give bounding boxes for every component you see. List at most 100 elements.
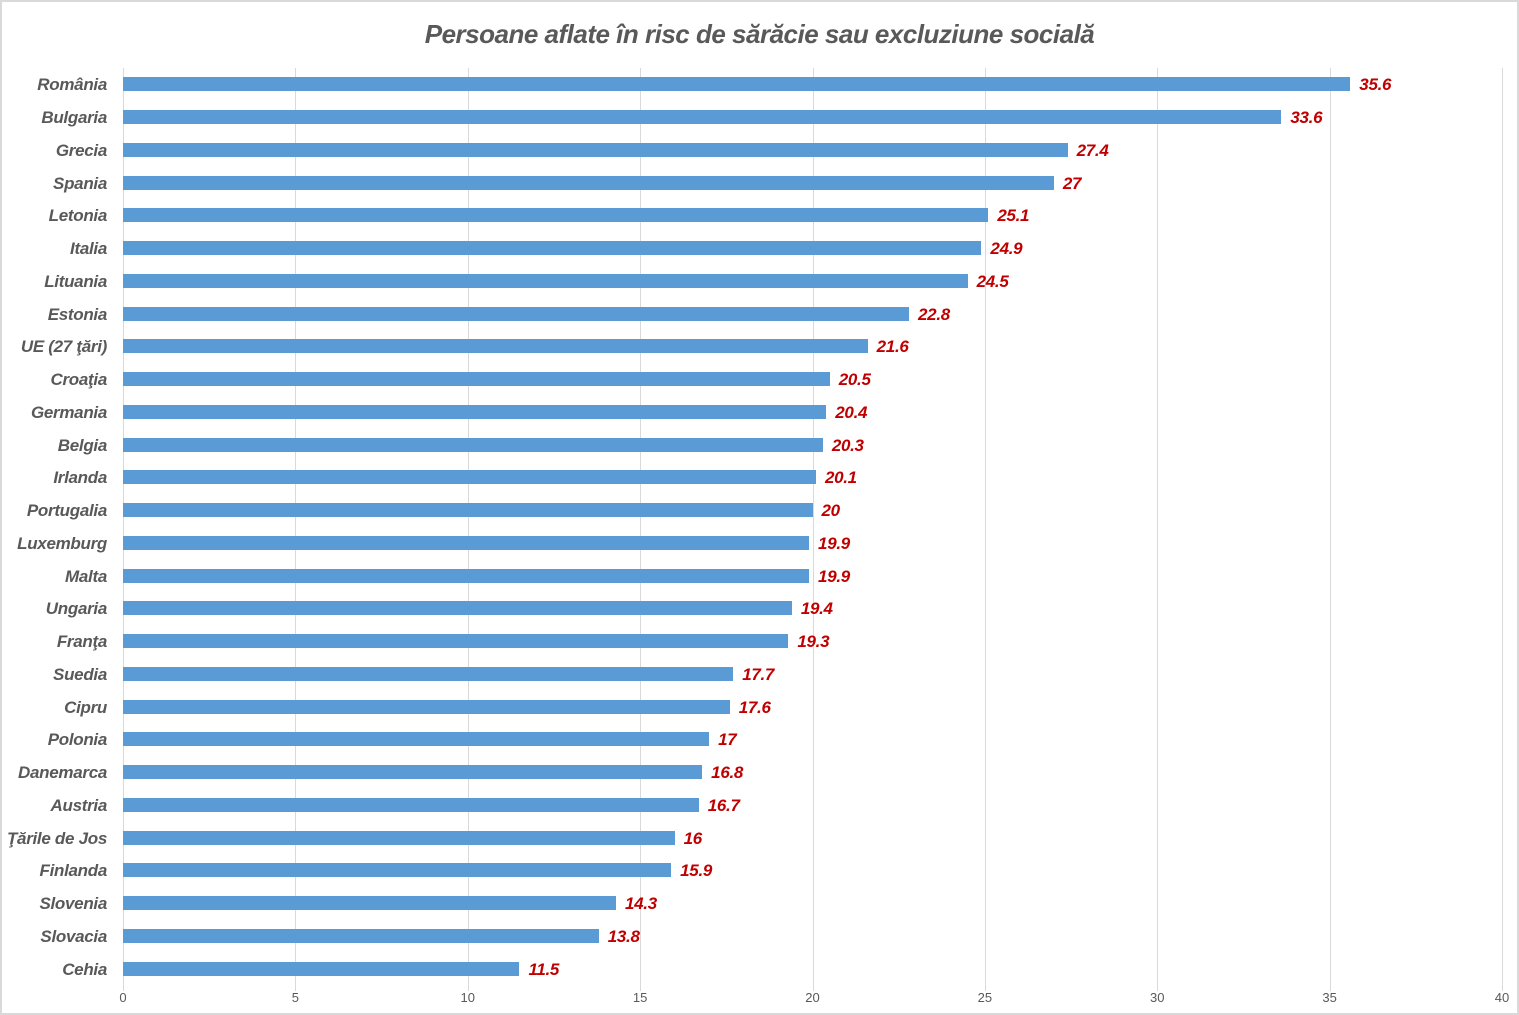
bar: [123, 568, 810, 583]
gridline: [123, 68, 124, 991]
bar-row: 14.3: [123, 887, 1502, 920]
bar-row: 13.8: [123, 920, 1502, 953]
plot-area: 35.6 33.6 27.4 27 25.1 24.9 24.5 22.8 21.6 20.5 20…: [123, 68, 1503, 991]
x-tick-label: 0: [119, 990, 127, 1005]
bar: [123, 142, 1068, 157]
x-tick-label: 15: [632, 990, 648, 1005]
value-label: 15.9: [680, 861, 713, 881]
gridline: [640, 68, 642, 991]
bar: [123, 699, 730, 714]
bar-row: 33.6: [123, 101, 1502, 134]
bar: [123, 404, 827, 419]
bar-row: 21.6: [123, 330, 1502, 363]
value-label: 14.3: [624, 894, 657, 914]
value-label: 16.8: [711, 763, 744, 783]
bar: [123, 77, 1351, 92]
bar-row: 16.8: [123, 756, 1502, 789]
value-label: 20: [821, 501, 841, 521]
bar-row: 15.9: [123, 854, 1502, 887]
x-tick-label: 20: [805, 990, 820, 1005]
bar: [123, 765, 703, 780]
gridline: [1329, 68, 1331, 991]
bar: [123, 306, 910, 321]
bar: [123, 273, 968, 288]
category-label: Spania: [53, 173, 107, 193]
value-label: 19.9: [818, 566, 850, 586]
bar: [123, 241, 982, 256]
value-label: 25.1: [997, 206, 1030, 226]
bar: [123, 437, 823, 452]
gridline: [984, 68, 986, 991]
category-label: Ţările de Jos: [6, 828, 107, 848]
category-label: Slovenia: [39, 894, 107, 914]
x-tick-label: 5: [291, 990, 299, 1005]
bar-row: 20.4: [123, 396, 1502, 429]
value-label: 16.7: [707, 795, 740, 815]
category-label: Portugalia: [26, 501, 107, 521]
category-label: Letonia: [48, 206, 108, 226]
category-label: Danemarca: [18, 763, 107, 783]
bar: [123, 830, 675, 845]
value-label: 19.3: [797, 632, 830, 652]
category-label: Croaţia: [50, 370, 108, 390]
bar-row: 20.3: [123, 428, 1502, 461]
category-label: Belgia: [57, 435, 108, 455]
bar: [123, 208, 989, 223]
bar-row: 24.5: [123, 265, 1502, 298]
category-label: Estonia: [47, 304, 108, 324]
bar-row: 20.1: [123, 461, 1502, 494]
category-label: Finlanda: [39, 861, 108, 881]
value-label: 17.6: [738, 697, 771, 717]
bar: [123, 666, 734, 681]
gridline: [295, 68, 297, 991]
bar-row: 27: [123, 166, 1502, 199]
bar: [123, 372, 830, 387]
chart-title: Persoane aflate în risc de sărăcie sau e…: [424, 19, 1095, 49]
category-label: Luxemburg: [17, 533, 107, 553]
value-label: 13.8: [607, 926, 640, 946]
bar-row: 25.1: [123, 199, 1502, 232]
x-tick-label: 40: [1494, 990, 1510, 1005]
category-label: Polonia: [47, 730, 108, 750]
bar-row: 20.5: [123, 363, 1502, 396]
x-axis: 0 5 10 15 20 25 30 35 40: [119, 990, 1509, 1011]
bar: [123, 110, 1282, 125]
value-label: 35.6: [1359, 75, 1392, 95]
value-label: 17: [718, 730, 737, 750]
value-label: 20.1: [824, 468, 857, 488]
bar: [123, 896, 616, 911]
bar: [123, 961, 520, 976]
category-label: Slovacia: [40, 926, 107, 946]
category-label: Austria: [50, 795, 108, 815]
bar-row: 19.9: [123, 527, 1502, 560]
bar: [123, 535, 810, 550]
value-label: 11.5: [528, 959, 560, 979]
value-label: 27: [1062, 173, 1082, 193]
bar-row: 19.9: [123, 559, 1502, 592]
bar-row: 22.8: [123, 297, 1502, 330]
category-label: Irlanda: [53, 468, 107, 488]
category-label: Lituania: [44, 271, 107, 291]
bar: [123, 863, 672, 878]
category-label: Franţa: [56, 632, 107, 652]
bar-row: 16: [123, 821, 1502, 854]
gridline: [812, 68, 814, 991]
category-label: Ungaria: [45, 599, 108, 619]
bar-row: 35.6: [123, 68, 1502, 101]
value-label: 24.9: [990, 239, 1023, 259]
bar-row: 19.4: [123, 592, 1502, 625]
category-label: Germania: [30, 402, 107, 422]
bar-row: 27.4: [123, 134, 1502, 167]
x-tick-label: 10: [460, 990, 475, 1005]
value-label: 21.6: [876, 337, 909, 357]
bar-row: 24.9: [123, 232, 1502, 265]
value-label: 20.5: [838, 370, 871, 390]
value-label: 17.7: [742, 664, 775, 684]
x-tick-label: 35: [1322, 990, 1337, 1005]
bar: [123, 470, 816, 485]
category-axis: România Bulgaria Grecia Spania Letonia Italia…: [2, 68, 107, 985]
category-label: Cehia: [62, 959, 107, 979]
value-label: 19.4: [800, 599, 833, 619]
value-label: 16: [683, 828, 703, 848]
